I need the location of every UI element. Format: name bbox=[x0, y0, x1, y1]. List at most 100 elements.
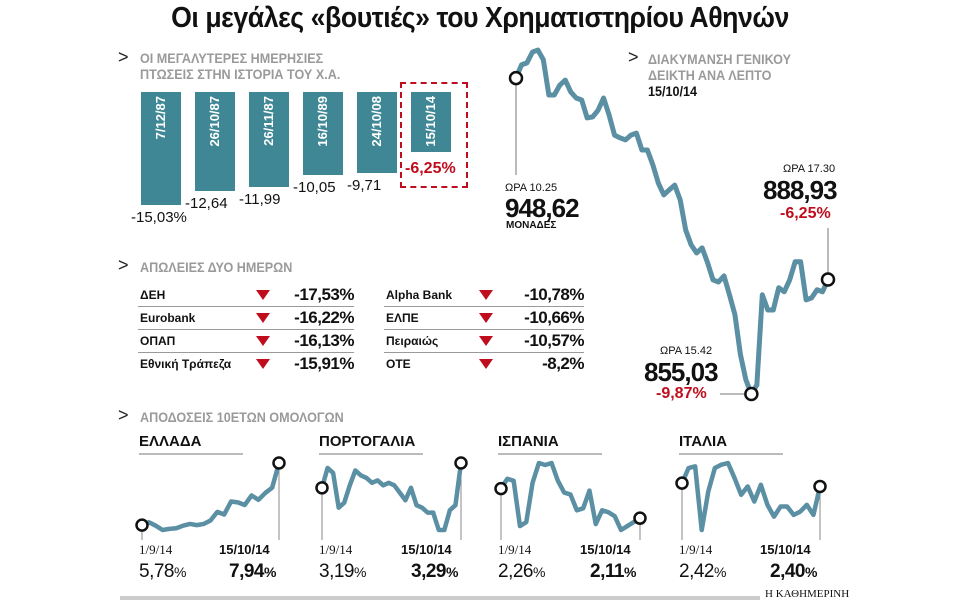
low-value: 855,03 bbox=[644, 357, 719, 387]
page-title: Οι μεγάλες «βουτιές» του Χρηματιστηρίου … bbox=[171, 2, 789, 34]
source-credit: Η ΚΑΘΗΜΕΡΙΝΗ bbox=[765, 588, 850, 600]
bar-value-label: -15,03% bbox=[131, 209, 187, 227]
start-value: 3,19% bbox=[319, 561, 366, 583]
unit: % bbox=[353, 564, 366, 580]
start-marker bbox=[494, 481, 508, 496]
down-triangle-icon bbox=[479, 290, 493, 300]
bar: 16/10/89 bbox=[303, 92, 343, 175]
change-value: -17,53% bbox=[294, 285, 354, 304]
chevron-icon: > bbox=[628, 47, 639, 67]
bar-value-label: -10,05 bbox=[293, 179, 336, 196]
start-date: 1/9/14 bbox=[319, 542, 353, 557]
bond-chart-title: ΕΛΛΑΔΑ bbox=[139, 433, 243, 455]
end-time-label: ΩΡΑ 17.30 bbox=[783, 163, 836, 175]
bond-series-line bbox=[499, 460, 642, 533]
end-value-number: 3,29 bbox=[411, 561, 446, 582]
bar: 26/10/87 bbox=[195, 92, 235, 191]
bar-value-label: -9,71 bbox=[347, 176, 382, 194]
start-marker bbox=[315, 481, 329, 495]
chevron-icon: > bbox=[118, 405, 129, 425]
bond-chart-title: ΙΤΑΛΙΑ bbox=[679, 433, 783, 455]
table-row: ΟΠΑΠ -16,13% bbox=[138, 330, 354, 353]
highlight-box bbox=[400, 82, 468, 188]
table-row: Εθνική Τράπεζα -15,91% bbox=[138, 353, 354, 375]
start-value-number: 2,26 bbox=[498, 561, 533, 582]
bar: 24/10/08 bbox=[357, 92, 397, 173]
end-value: 7,94% bbox=[229, 561, 276, 583]
end-value-number: 2,11 bbox=[590, 561, 624, 582]
end-marker bbox=[272, 456, 286, 470]
bar-value-label: -12,64 bbox=[185, 194, 228, 212]
bar-value-label: -11,99 bbox=[239, 190, 281, 208]
start-value-number: 2,42 bbox=[679, 561, 714, 582]
losses-table-left: ΔΕΗ -17,53% Eurobank -16,22% ΟΠΑΠ -16,13% Εθνι… bbox=[138, 284, 354, 375]
biggest-drops-title: ΟΙ ΜΕΓΑΛΥΤΕΡΕΣ ΗΜΕΡΗΣΙΕΣ ΠΤΩΣΕΙΣ ΣΤΗΝ ΙΣ… bbox=[140, 50, 340, 82]
bond-series-line bbox=[141, 462, 282, 533]
start-marker bbox=[135, 518, 149, 532]
low-time-label: ΩΡΑ 15.42 bbox=[660, 345, 713, 357]
table-row: Πειραιώς -10,57% bbox=[384, 330, 584, 353]
company-name: Πειραιώς bbox=[386, 334, 439, 348]
company-name: ΟΤΕ bbox=[386, 357, 411, 371]
bar-value-label: -6,25% bbox=[405, 160, 456, 178]
bar-date-label: 26/10/87 bbox=[207, 96, 222, 147]
chevron-icon: > bbox=[118, 255, 129, 275]
start-date: 1/9/14 bbox=[679, 542, 713, 557]
change-value: -8,2% bbox=[542, 354, 584, 373]
title-line: ΟΙ ΜΕΓΑΛΥΤΕΡΕΣ ΗΜΕΡΗΣΙΕΣ bbox=[140, 50, 324, 66]
change-value: -10,57% bbox=[524, 331, 584, 350]
company-name: ΕΛΠΕ bbox=[386, 311, 419, 325]
bar: 15/10/14 bbox=[411, 92, 451, 153]
start-value: 2,26% bbox=[498, 561, 545, 583]
company-name: ΔΕΗ bbox=[140, 288, 166, 302]
company-name: Alpha Bank bbox=[386, 288, 453, 302]
change-value: -16,22% bbox=[294, 308, 354, 327]
bar-date-label: 7/12/87 bbox=[153, 96, 168, 140]
bar-date-label: 24/10/08 bbox=[369, 96, 384, 147]
unit: % bbox=[623, 564, 636, 580]
change-value: -16,13% bbox=[294, 331, 354, 350]
intraday-date: 15/10/14 bbox=[648, 83, 698, 99]
down-triangle-icon bbox=[479, 336, 493, 346]
end-value: 2,40% bbox=[770, 561, 817, 583]
start-value: 2,42% bbox=[679, 561, 726, 583]
down-triangle-icon bbox=[256, 313, 270, 323]
end-marker bbox=[820, 272, 836, 287]
unit: % bbox=[532, 564, 545, 580]
table-row: ΔΕΗ -17,53% bbox=[138, 284, 354, 307]
unit: % bbox=[713, 564, 726, 580]
unit: % bbox=[263, 564, 276, 580]
end-change: -6,25% bbox=[780, 205, 831, 222]
company-name: Εθνική Τράπεζα bbox=[140, 357, 232, 371]
title-line: ΔΕΙΚΤΗ ΑΝΑ ΛΕΠΤΟ bbox=[648, 67, 772, 83]
bar: 7/12/87 bbox=[141, 92, 181, 206]
end-marker bbox=[633, 511, 647, 525]
end-value: 888,93 bbox=[763, 175, 838, 205]
down-triangle-icon bbox=[256, 290, 270, 300]
change-value: -10,66% bbox=[524, 308, 584, 327]
title-line: ΔΙΑΚΥΜΑΝΣΗ ΓΕΝΙΚΟΥ bbox=[648, 51, 791, 67]
end-marker bbox=[813, 479, 827, 494]
two-day-losses-title: ΑΠΩΛΕΙΕΣ ΔΥΟ ΗΜΕΡΩΝ bbox=[140, 259, 293, 275]
bar-date-label: 15/10/14 bbox=[423, 96, 438, 147]
start-unit: ΜΟΝΑΔΕΣ bbox=[506, 220, 557, 231]
unit: % bbox=[804, 564, 817, 580]
down-triangle-icon bbox=[479, 313, 493, 323]
chevron-icon: > bbox=[118, 47, 129, 67]
bond-yields-title: ΑΠΟΔΟΣΕΙΣ 10ΕΤΩΝ ΟΜΟΛΟΓΩΝ bbox=[140, 409, 344, 425]
end-value-number: 7,94 bbox=[229, 561, 264, 582]
intraday-series-line bbox=[513, 47, 831, 397]
table-row: ΟΤΕ -8,2% bbox=[384, 353, 584, 375]
table-row: ΕΛΠΕ -10,66% bbox=[384, 307, 584, 330]
end-date: 15/10/14 bbox=[760, 542, 811, 557]
start-marker bbox=[508, 70, 524, 86]
end-date: 15/10/14 bbox=[219, 542, 270, 557]
table-row: Eurobank -16,22% bbox=[138, 307, 354, 330]
end-marker bbox=[454, 456, 468, 470]
end-date: 15/10/14 bbox=[580, 542, 631, 557]
start-date: 1/9/14 bbox=[498, 542, 532, 557]
footer-rule bbox=[120, 596, 760, 600]
